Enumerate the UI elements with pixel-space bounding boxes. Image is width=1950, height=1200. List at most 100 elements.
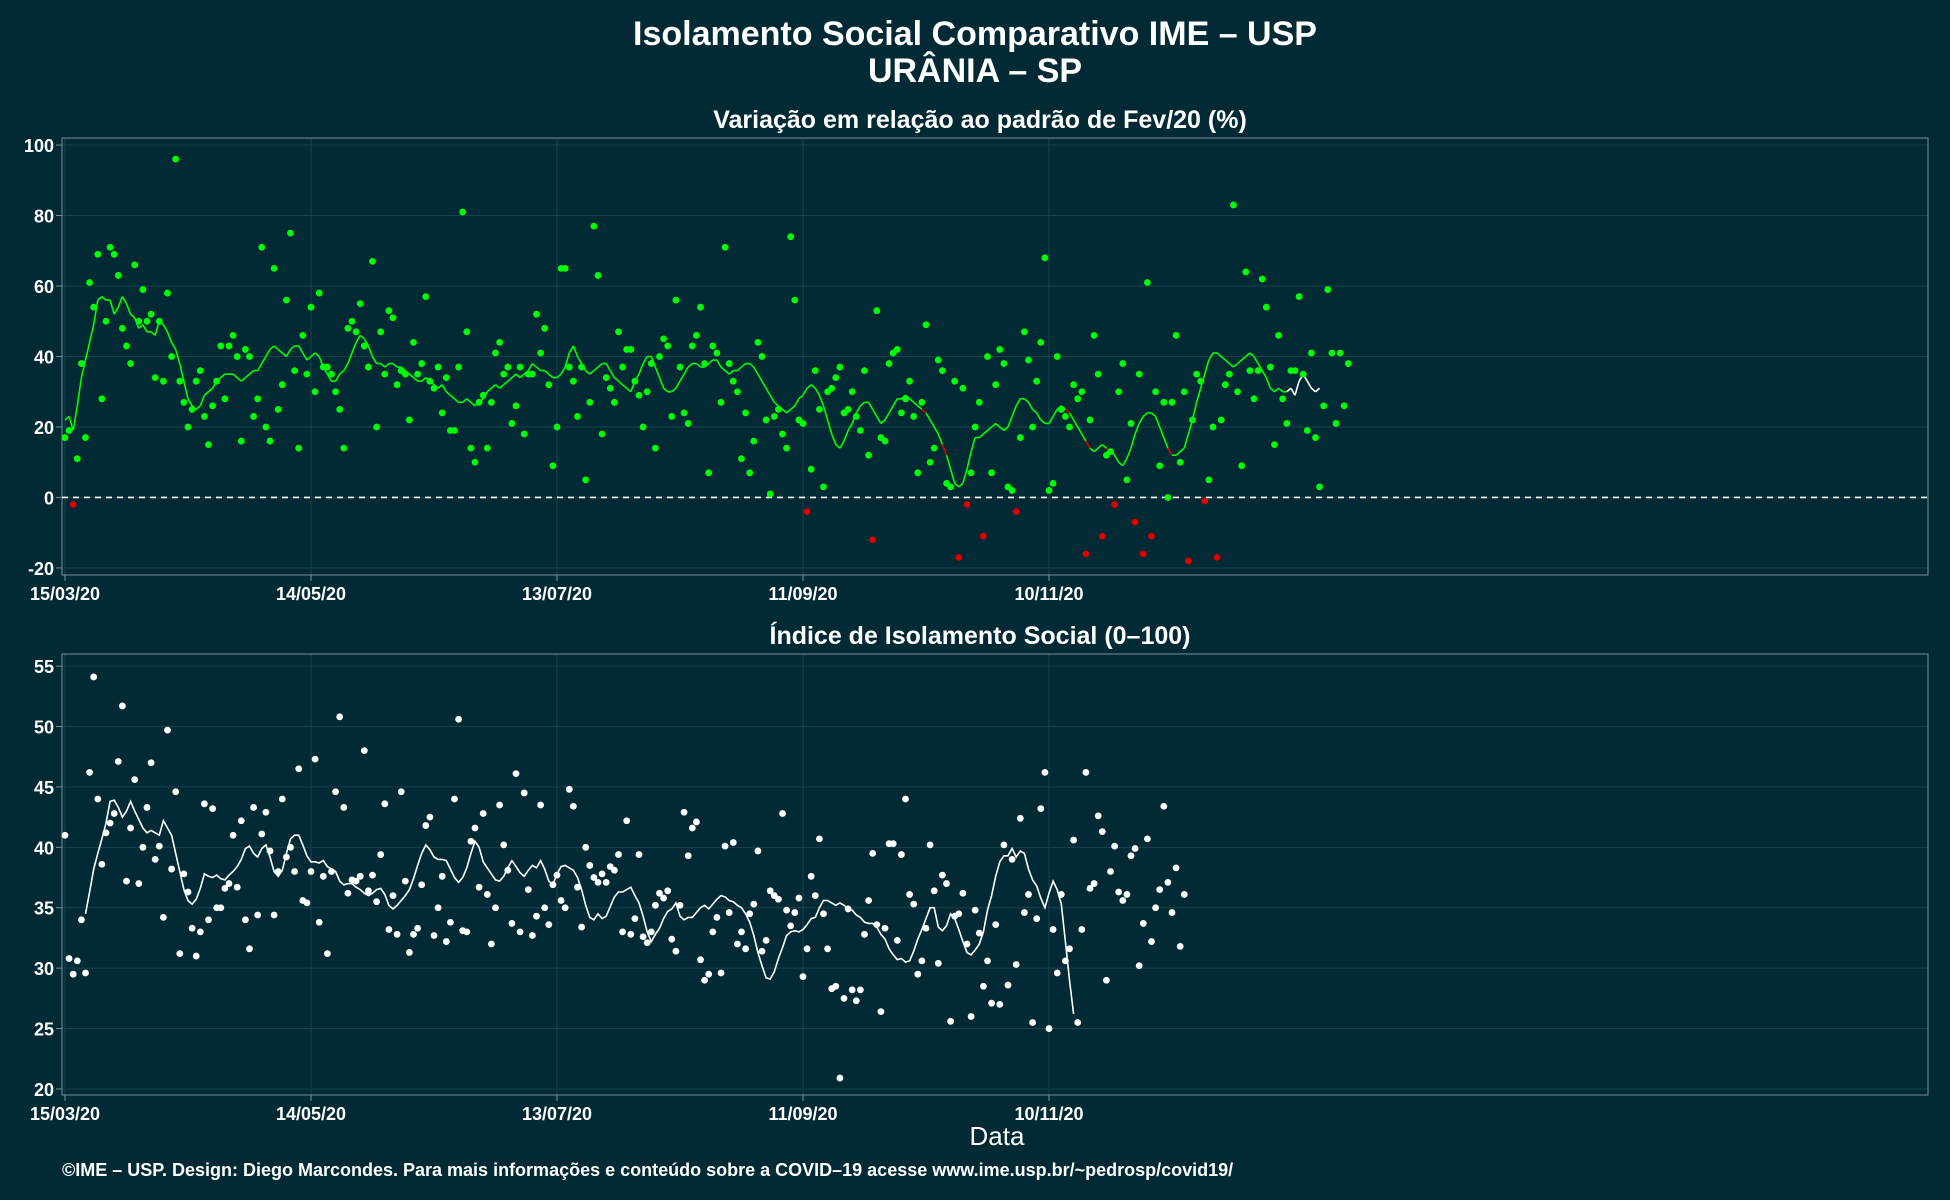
- variation-point: [1267, 363, 1274, 371]
- variation-point: [770, 413, 778, 420]
- variation-trend-segment: [843, 430, 849, 442]
- variation-point: [594, 272, 602, 279]
- variation-trend-segment: [794, 398, 800, 407]
- variation-point: [1074, 395, 1082, 403]
- index-point: [943, 880, 950, 887]
- variation-point: [1000, 360, 1008, 367]
- variation-trend-segment: [638, 363, 644, 375]
- index-point: [914, 970, 922, 978]
- variation-point: [1336, 349, 1344, 357]
- variation-point: [992, 381, 1000, 389]
- variation-trend-segment: [207, 387, 214, 393]
- variation-trend-segment: [736, 366, 743, 372]
- panel1-border: [61, 137, 1929, 576]
- index-point: [418, 881, 426, 889]
- variation-point: [1008, 487, 1016, 494]
- index-point: [738, 928, 745, 936]
- index-point: [902, 795, 909, 803]
- variation-point: [881, 437, 889, 445]
- variation-point: [414, 370, 421, 378]
- variation-trend-segment: [687, 362, 693, 368]
- index-point: [389, 892, 397, 900]
- variation-trend-segment: [1023, 398, 1030, 403]
- variation-point: [664, 342, 672, 350]
- variation-point: [820, 483, 827, 491]
- variation-point: [816, 405, 823, 413]
- index-point: [291, 868, 298, 875]
- variation-trend-segment: [728, 369, 734, 375]
- variation-point: [205, 441, 212, 449]
- variation-trend-segment: [334, 373, 341, 382]
- variation-point: [885, 360, 893, 367]
- index-point: [1164, 878, 1172, 886]
- variation-point: [721, 243, 729, 251]
- variation-point: [1049, 479, 1057, 487]
- index-point: [918, 957, 926, 965]
- variation-point: [1340, 402, 1348, 410]
- index-point: [1057, 891, 1065, 898]
- variation-point: [1308, 349, 1315, 357]
- index-point: [803, 945, 811, 953]
- variation-point: [639, 423, 647, 431]
- variation-point: [832, 374, 840, 382]
- variation-point: [1316, 483, 1323, 491]
- variation-point: [635, 391, 643, 399]
- variation-point: [143, 317, 151, 325]
- variation-trend-segment: [421, 377, 427, 382]
- variation-point: [270, 264, 278, 272]
- variation-point: [82, 434, 89, 441]
- variation-point: [196, 367, 204, 374]
- variation-point: [315, 289, 323, 297]
- index-point: [1160, 802, 1168, 810]
- variation-point: [1279, 395, 1287, 403]
- variation-trend-segment: [986, 426, 993, 432]
- variation-trend-segment: [220, 373, 226, 379]
- variation-point: [791, 296, 799, 304]
- variation-point: [783, 444, 790, 452]
- panel2-ytick-label: 20: [34, 1080, 54, 1100]
- variation-trend-segment: [310, 352, 316, 358]
- variation-trend-segment: [507, 377, 513, 382]
- variation-point: [1205, 476, 1213, 484]
- index-point: [1094, 812, 1102, 820]
- index-point: [1000, 841, 1008, 849]
- variation-point: [660, 335, 667, 343]
- variation-point: [274, 405, 282, 413]
- index-point: [500, 841, 508, 849]
- variation-trend-segment: [913, 401, 919, 407]
- variation-point: [442, 374, 450, 382]
- index-point: [791, 909, 799, 916]
- variation-trend-segment: [564, 352, 571, 368]
- variation-trend-segment: [1048, 416, 1054, 424]
- variation-point: [746, 469, 754, 477]
- chart-title-line1: Isolamento Social Comparativo IME – USP: [633, 15, 1317, 53]
- index-point: [451, 795, 458, 803]
- variation-trend-segment: [1237, 359, 1243, 365]
- variation-trend-segment: [1269, 387, 1276, 393]
- variation-point: [717, 398, 725, 406]
- variation-trend-segment: [72, 405, 79, 431]
- index-point: [643, 939, 651, 947]
- variation-point: [217, 342, 225, 350]
- index-point: [668, 935, 676, 943]
- variation-trend-segment: [64, 415, 70, 421]
- variation-trend-segment: [351, 342, 357, 354]
- index-point: [664, 887, 672, 895]
- index-point: [1086, 884, 1094, 892]
- variation-trend-segment: [449, 394, 456, 400]
- variation-trend-segment: [966, 451, 972, 470]
- variation-point: [94, 250, 102, 258]
- variation-point: [570, 377, 577, 385]
- variation-point: [701, 360, 708, 367]
- variation-point: [426, 377, 434, 385]
- index-point: [926, 841, 934, 849]
- index-point: [701, 976, 708, 984]
- variation-point: [541, 324, 549, 332]
- variation-trend-segment: [822, 405, 829, 421]
- variation-trend-segment: [548, 373, 554, 379]
- variation-trend-segment: [511, 373, 517, 379]
- variation-point: [1291, 367, 1299, 374]
- variation-point: [131, 261, 139, 269]
- variation-point: [725, 360, 733, 367]
